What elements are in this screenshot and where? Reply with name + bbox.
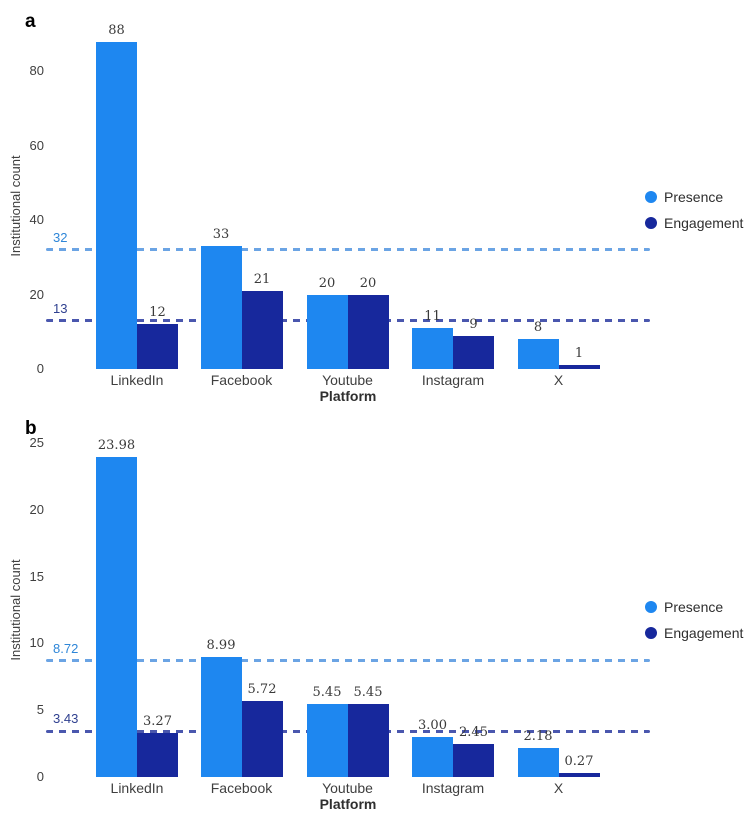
- presence-dot-icon: [645, 601, 657, 613]
- legend-label-presence: Presence: [664, 189, 724, 205]
- bar-presence-youtube: [306, 294, 348, 369]
- bar-presence-youtube: [306, 704, 348, 777]
- y-tick-label: 40: [29, 212, 44, 228]
- y-tick-label: 20: [29, 286, 44, 302]
- value-label-engagement-facebook: 5.72: [247, 681, 277, 697]
- value-label-presence-instagram: 11: [424, 309, 441, 325]
- value-label-engagement-youtube: 20: [359, 275, 377, 291]
- x-category-label-facebook: Facebook: [210, 372, 273, 388]
- threshold-label-engagement: 3.43: [53, 711, 79, 727]
- threshold-line-presence: [46, 659, 650, 662]
- value-label-presence-facebook: 8.99: [206, 637, 236, 653]
- threshold-label-engagement: 13: [53, 300, 68, 316]
- bar-engagement-x: [558, 773, 600, 777]
- legend-label-presence: Presence: [664, 599, 724, 615]
- legend-item-engagement: Engagement: [645, 214, 743, 232]
- legend-label-engagement: Engagement: [664, 625, 744, 641]
- value-label-engagement-youtube: 5.45: [353, 685, 383, 701]
- value-label-presence-facebook: 33: [212, 227, 230, 243]
- y-tick-label: 0: [36, 769, 44, 784]
- value-label-engagement-linkedin: 3.27: [143, 714, 172, 730]
- value-label-presence-linkedin: 88: [108, 22, 125, 38]
- bar-presence-instagram: [412, 736, 453, 777]
- bar-engagement-instagram: [453, 335, 494, 369]
- bar-engagement-linkedin: [137, 324, 178, 369]
- bar-presence-x: [517, 339, 559, 369]
- value-label-engagement-linkedin: 12: [149, 305, 166, 321]
- value-label-presence-youtube: 5.45: [312, 685, 342, 701]
- value-label-presence-x: 8: [533, 320, 543, 336]
- x-category-label-facebook: Facebook: [210, 780, 273, 796]
- engagement-dot-icon: [645, 627, 657, 639]
- y-tick-label: 25: [29, 435, 44, 450]
- threshold-label-presence: 8.72: [53, 640, 79, 656]
- value-label-engagement-x: 0.27: [564, 754, 594, 770]
- x-category-label-x: X: [553, 372, 564, 388]
- bar-engagement-youtube: [347, 294, 389, 369]
- y-tick-label: 20: [29, 501, 44, 517]
- x-category-label-instagram: Instagram: [421, 372, 485, 388]
- y-tick-label: 10: [29, 635, 44, 651]
- panel-a-letter: a: [25, 11, 36, 32]
- y-tick-label: 60: [29, 137, 44, 153]
- y-tick-label: 0: [36, 361, 44, 376]
- panel-a: a Institutional count Platform Presence …: [8, 11, 743, 404]
- value-label-engagement-instagram: 9: [469, 316, 478, 332]
- legend-label-engagement: Engagement: [664, 215, 744, 231]
- x-category-label-youtube: Youtube: [322, 780, 373, 796]
- bar-engagement-x: [558, 365, 600, 369]
- bar-engagement-instagram: [453, 744, 494, 777]
- x-category-label-instagram: Instagram: [421, 780, 485, 796]
- value-label-presence-linkedin: 23.98: [97, 437, 136, 453]
- x-category-label-youtube: Youtube: [322, 372, 373, 388]
- value-label-presence-instagram: 3.00: [418, 717, 447, 733]
- legend-item-presence: Presence: [645, 188, 723, 206]
- bar-engagement-youtube: [347, 704, 389, 777]
- value-label-presence-x: 2.18: [523, 728, 553, 744]
- value-label-presence-youtube: 20: [318, 275, 336, 291]
- bar-engagement-facebook: [241, 290, 283, 369]
- panel-b-letter: b: [25, 418, 37, 439]
- presence-dot-icon: [645, 191, 657, 203]
- x-category-label-x: X: [553, 780, 564, 796]
- value-label-engagement-x: 1: [574, 346, 584, 362]
- x-axis-title: Platform: [319, 796, 377, 812]
- y-tick-label: 15: [29, 568, 44, 584]
- bar-presence-linkedin: [96, 456, 137, 777]
- bar-engagement-facebook: [241, 700, 283, 777]
- x-category-label-linkedin: LinkedIn: [110, 780, 164, 796]
- value-label-engagement-instagram: 2.45: [459, 725, 488, 741]
- bar-presence-instagram: [412, 328, 453, 369]
- x-category-label-linkedin: LinkedIn: [110, 372, 164, 388]
- x-axis-title: Platform: [319, 388, 377, 404]
- bar-presence-x: [517, 747, 559, 777]
- plot-area: 0 5 10 15 20 25 8.72 3.43 23.98 3.27 LinkedIn 8.99 5…: [0, 415, 744, 815]
- y-tick-label: 80: [29, 63, 44, 79]
- legend-item-presence: Presence: [645, 598, 723, 616]
- threshold-line-presence: [46, 248, 650, 252]
- engagement-dot-icon: [645, 217, 657, 229]
- value-label-engagement-facebook: 21: [253, 271, 271, 287]
- plot-area: 0 20 40 60 80 32 13 88 12 LinkedIn 33 21 Facebook 20 2…: [29, 22, 650, 388]
- bar-engagement-linkedin: [137, 733, 178, 777]
- bar-presence-facebook: [200, 656, 242, 777]
- threshold-label-presence: 32: [53, 229, 68, 245]
- bar-presence-linkedin: [96, 41, 137, 369]
- panel-b: b Institutional count Platform Presence …: [0, 415, 744, 815]
- bar-presence-facebook: [200, 246, 242, 369]
- legend-item-engagement: Engagement: [645, 624, 743, 642]
- y-tick-label: 5: [36, 702, 44, 718]
